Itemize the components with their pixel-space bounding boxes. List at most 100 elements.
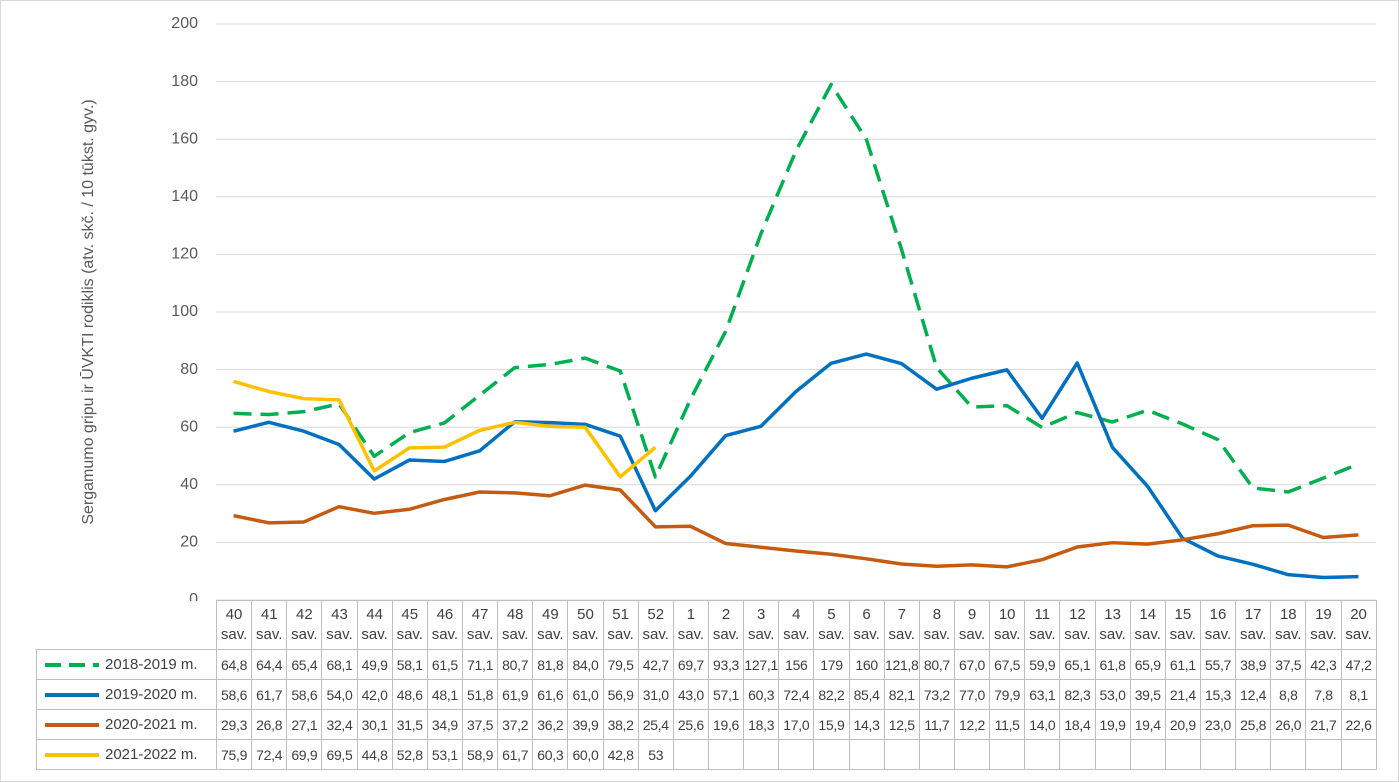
data-label: 84,0 xyxy=(567,649,604,680)
data-label: 79,5 xyxy=(602,649,639,680)
data-label: 22,6 xyxy=(1340,709,1377,740)
series-line xyxy=(233,379,657,479)
data-label: 37,2 xyxy=(497,709,534,740)
x-tick-label: 1 sav. xyxy=(672,600,709,650)
data-label: 23,0 xyxy=(1199,709,1237,740)
data-label: 56,9 xyxy=(602,679,639,710)
data-label: 60,3 xyxy=(743,679,780,710)
data-label: 14,3 xyxy=(848,709,885,740)
data-label: 29,3 xyxy=(215,709,253,740)
data-label: 65,9 xyxy=(1129,649,1166,680)
x-tick-label: 20 sav. xyxy=(1340,600,1377,650)
data-label: 64,8 xyxy=(215,649,253,680)
data-label: 58,1 xyxy=(391,649,428,680)
data-label: 31,0 xyxy=(637,679,674,710)
x-tick-label: 13 sav. xyxy=(1094,600,1131,650)
legend-swatch xyxy=(45,753,99,758)
data-label xyxy=(778,739,815,770)
x-tick-label: 11 sav. xyxy=(1024,600,1061,650)
data-label: 44,8 xyxy=(356,739,393,770)
data-label: 58,9 xyxy=(461,739,499,770)
data-label xyxy=(1024,739,1061,770)
x-tick-label: 2 sav. xyxy=(707,600,745,650)
data-label: 7,8 xyxy=(1305,679,1342,710)
data-label: 80,7 xyxy=(918,649,955,680)
data-label: 71,1 xyxy=(461,649,499,680)
data-label: 73,2 xyxy=(918,679,955,710)
series-line xyxy=(233,352,1359,580)
x-tick-label: 46 sav. xyxy=(426,600,463,650)
legend-label: 2021-2022 m. xyxy=(105,746,198,763)
y-axis-label: Sergamumo gripu ir ŪVKTI rodiklis (atv. … xyxy=(79,99,97,524)
y-tick-label: 120 xyxy=(171,246,198,263)
data-label: 19,4 xyxy=(1129,709,1166,740)
data-label: 19,6 xyxy=(707,709,745,740)
data-label: 21,4 xyxy=(1164,679,1201,710)
data-label xyxy=(883,739,920,770)
x-tick-label: 50 sav. xyxy=(567,600,604,650)
corner xyxy=(36,600,217,650)
legend-label: 2020-2021 m. xyxy=(105,716,198,733)
x-tick-label: 17 sav. xyxy=(1235,600,1272,650)
x-tick-label: 18 sav. xyxy=(1270,600,1307,650)
data-label: 37,5 xyxy=(461,709,499,740)
data-label: 14,0 xyxy=(1024,709,1061,740)
x-tick-label: 9 sav. xyxy=(953,600,991,650)
x-tick-label: 49 sav. xyxy=(532,600,569,650)
legend-entry: 2019-2020 m. xyxy=(36,679,217,710)
x-tick-label: 48 sav. xyxy=(497,600,534,650)
data-label: 52,8 xyxy=(391,739,428,770)
data-label: 59,9 xyxy=(1024,649,1061,680)
x-tick-label: 47 sav. xyxy=(461,600,499,650)
data-label: 156 xyxy=(778,649,815,680)
data-label xyxy=(1305,739,1342,770)
y-tick-label: 200 xyxy=(171,15,198,32)
data-label: 18,4 xyxy=(1059,709,1096,740)
legend-swatch xyxy=(45,663,99,668)
legend-label: 2019-2020 m. xyxy=(105,686,198,703)
x-tick-label: 6 sav. xyxy=(848,600,885,650)
data-label xyxy=(1164,739,1201,770)
x-tick-label: 16 sav. xyxy=(1199,600,1237,650)
data-label: 53,1 xyxy=(426,739,463,770)
data-label: 20,9 xyxy=(1164,709,1201,740)
data-label xyxy=(1059,739,1096,770)
data-label: 67,5 xyxy=(989,649,1026,680)
legend-entry: 2021-2022 m. xyxy=(36,739,217,770)
data-label: 93,3 xyxy=(707,649,745,680)
data-label: 42,7 xyxy=(637,649,674,680)
plot-area: Sergamumo gripu ir ŪVKTI rodiklis (atv. … xyxy=(79,15,1376,601)
data-label: 160 xyxy=(848,649,885,680)
data-label: 42,0 xyxy=(356,679,393,710)
data-label: 42,3 xyxy=(1305,649,1342,680)
data-label xyxy=(672,739,709,770)
data-label: 58,6 xyxy=(215,679,253,710)
x-tick-label: 19 sav. xyxy=(1305,600,1342,650)
legend-swatch xyxy=(45,723,99,728)
data-label: 80,7 xyxy=(497,649,534,680)
legend-entry: 2018-2019 m. xyxy=(36,649,217,680)
data-label: 61,7 xyxy=(497,739,534,770)
legend-label: 2018-2019 m. xyxy=(105,656,198,673)
x-tick-label: 44 sav. xyxy=(356,600,393,650)
data-label: 61,0 xyxy=(567,679,604,710)
data-label: 67,0 xyxy=(953,649,991,680)
data-label: 17,0 xyxy=(778,709,815,740)
data-label: 37,5 xyxy=(1270,649,1307,680)
data-label xyxy=(1199,739,1237,770)
data-label: 12,5 xyxy=(883,709,920,740)
x-tick-label: 42 sav. xyxy=(286,600,323,650)
data-label xyxy=(989,739,1026,770)
data-label: 26,0 xyxy=(1270,709,1307,740)
data-label: 51,8 xyxy=(461,679,499,710)
y-tick-label: 140 xyxy=(171,188,198,205)
data-label: 15,9 xyxy=(813,709,850,740)
x-tick-label: 52 sav. xyxy=(637,600,674,650)
data-label: 121,8 xyxy=(883,649,920,680)
y-tick-label: 60 xyxy=(180,418,198,435)
data-label: 34,9 xyxy=(426,709,463,740)
data-label: 82,2 xyxy=(813,679,850,710)
data-label: 8,1 xyxy=(1340,679,1377,710)
data-label: 81,8 xyxy=(532,649,569,680)
data-label: 54,0 xyxy=(321,679,358,710)
